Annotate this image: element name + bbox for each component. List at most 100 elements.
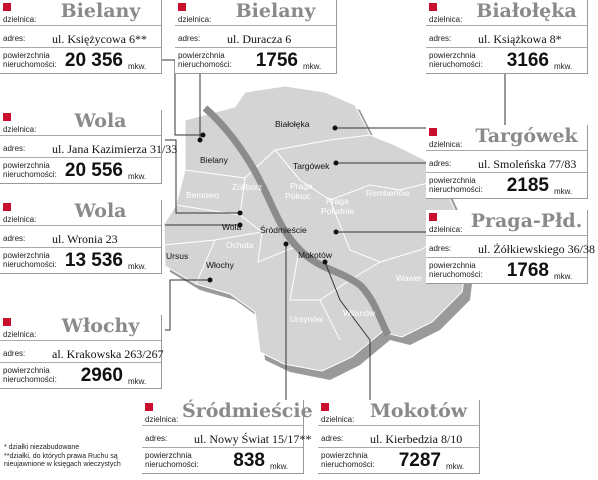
district-map-label: Żoliborz <box>232 182 262 192</box>
area-value: 2185 <box>506 175 549 196</box>
district-map-label: Praga Południe <box>321 196 354 216</box>
rule <box>426 47 587 48</box>
district-label: dzielnica: <box>3 125 37 134</box>
leader-line <box>324 261 371 400</box>
district-map-label: Bemowo <box>186 190 219 200</box>
district-label: dzielnica: <box>429 15 463 24</box>
district-map-label: Bielany <box>200 155 229 165</box>
district-name: Targówek <box>475 125 578 147</box>
district-label: dzielnica: <box>145 415 179 424</box>
unit: mkw. <box>554 272 573 281</box>
address: ul. Książkowa 8* <box>478 32 562 46</box>
unit: mkw. <box>554 62 573 71</box>
address: al. Krakowska 263/267 <box>52 347 164 361</box>
marker <box>429 213 437 221</box>
district-map-label: Włochy <box>206 260 235 270</box>
unit: mkw. <box>554 187 573 196</box>
unit: mkw. <box>128 62 147 71</box>
address: ul. Kierbedzia 8/10 <box>370 432 463 446</box>
district-name: Włochy <box>61 315 140 337</box>
area-label: powierzchnia nieruchomości: <box>3 51 57 69</box>
unit: mkw. <box>128 172 147 181</box>
district-name: Białołęka <box>476 0 577 22</box>
district-map-label: Śródmieście <box>260 224 307 235</box>
leader-line <box>165 279 210 331</box>
rule <box>142 447 303 448</box>
marker <box>178 3 186 11</box>
marker <box>3 318 11 326</box>
callout: dzielnica: Wola adres: ul. Jana Kazimierza … <box>0 110 177 184</box>
callout: dzielnica: Praga-Płd. adres: ul. Żółkiewski… <box>426 210 595 284</box>
location-dot <box>197 137 203 143</box>
rule <box>0 135 161 136</box>
area-label: powierzchnia nieruchomości: <box>3 161 57 179</box>
district-label: dzielnica: <box>3 15 37 24</box>
borders <box>163 134 456 341</box>
rule <box>426 235 587 236</box>
area-value: 1768 <box>506 260 549 281</box>
marker <box>3 113 11 121</box>
area-value: 3166 <box>506 50 549 71</box>
address-label: adres: <box>429 244 452 253</box>
address-label: adres: <box>3 349 26 358</box>
district-map-label: Ursynów <box>290 314 324 324</box>
address: ul. Wronia 23 <box>52 232 118 246</box>
callout: dzielnica: Bielany adres: ul. Duracza 6 powi… <box>175 0 337 74</box>
district-map-label: Wilanów <box>343 308 376 318</box>
location-dot <box>322 259 328 265</box>
district-map-label: Ochota <box>226 240 254 250</box>
address-label: adres: <box>3 144 26 153</box>
marker <box>429 3 437 11</box>
unit: mkw. <box>128 262 147 271</box>
area-value: 13 536 <box>64 250 123 271</box>
marker <box>145 403 153 411</box>
district-label: dzielnica: <box>178 15 212 24</box>
district-name: Śródmieście <box>182 400 313 422</box>
area-label: powierzchnia nieruchomości: <box>429 261 483 279</box>
area-label: powierzchnia nieruchomości: <box>3 366 57 384</box>
area-label: powierzchnia nieruchomości: <box>429 51 483 69</box>
district-map-label: Ursus <box>166 251 188 261</box>
marker <box>3 203 11 211</box>
rule <box>318 425 479 426</box>
location-dot <box>237 222 243 228</box>
address: ul. Jana Kazimierza 31/33 <box>52 142 178 156</box>
unit: mkw. <box>128 377 147 386</box>
callout: dzielnica: Białołęka adres: ul. Książkowa 8… <box>426 0 588 74</box>
footnote: * działki niezabudowane <box>4 444 80 451</box>
district-map-label: Wola <box>222 222 241 232</box>
address: ul. Smoleńska 77/83 <box>478 157 577 171</box>
city <box>163 85 469 372</box>
area-value: 838 <box>233 450 265 471</box>
location-dot <box>237 210 243 216</box>
district-map-label: Praga Północ <box>285 181 313 201</box>
rule <box>426 257 587 258</box>
district-name: Wola <box>74 110 127 132</box>
area-value: 20 556 <box>64 160 123 181</box>
callout: dzielnica: Śródmieście adres: ul. Nowy Świa… <box>142 400 313 474</box>
district-map-label: Targówek <box>293 161 330 171</box>
district-name: Wola <box>74 200 127 222</box>
address: ul. Duracza 6 <box>227 32 292 46</box>
address: ul. Księżycowa 6** <box>52 32 147 46</box>
district-name: Mokotów <box>369 400 468 422</box>
district-map-label: Wawer <box>396 273 422 283</box>
river <box>202 105 392 337</box>
callout: dzielnica: Mokotów adres: ul. Kierbedzia 8/… <box>318 400 480 474</box>
area-value: 20 356 <box>64 50 123 71</box>
rule <box>426 172 587 173</box>
rule <box>175 25 336 26</box>
area-value: 7287 <box>398 450 441 471</box>
rule <box>0 47 161 48</box>
rule <box>426 25 587 26</box>
marker <box>321 403 329 411</box>
callout: dzielnica: Wola adres: ul. Wronia 23 powierz… <box>0 200 162 274</box>
marker <box>429 128 437 136</box>
address-label: adres: <box>3 34 26 43</box>
area-label: powierzchnia nieruchomości: <box>145 451 199 469</box>
address-label: adres: <box>429 159 452 168</box>
area-value: 1756 <box>255 50 298 71</box>
district-label: dzielnica: <box>429 225 463 234</box>
rule <box>0 157 161 158</box>
